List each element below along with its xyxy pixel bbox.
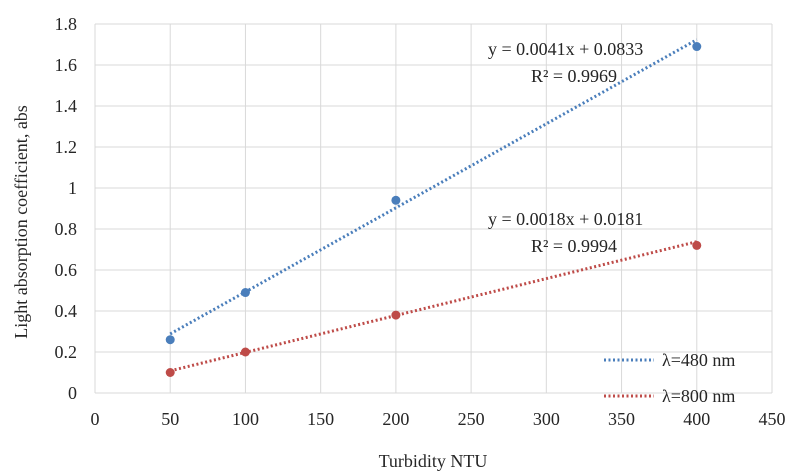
data-point-800 bbox=[240, 347, 250, 357]
x-tick-label: 200 bbox=[382, 409, 409, 429]
y-tick-label: 0.6 bbox=[55, 260, 78, 280]
data-point-800 bbox=[165, 368, 175, 377]
legend: λ=480 nm λ=800 nm bbox=[604, 350, 735, 406]
y-tick-label: 1 bbox=[68, 178, 77, 198]
data-point-800 bbox=[692, 240, 702, 250]
x-tick-label: 350 bbox=[608, 409, 635, 429]
x-tick-label: 100 bbox=[232, 409, 259, 429]
series-480-equation: y = 0.0041x + 0.0833 bbox=[488, 39, 643, 59]
x-tick-label: 300 bbox=[533, 409, 560, 429]
trendline-480 bbox=[169, 38, 698, 336]
y-tick-label: 1.4 bbox=[55, 96, 78, 116]
y-tick-label: 1.2 bbox=[55, 137, 78, 157]
legend-label-800: λ=800 nm bbox=[662, 386, 735, 406]
legend-label-480: λ=480 nm bbox=[662, 350, 735, 370]
x-tick-label: 50 bbox=[161, 409, 179, 429]
y-tick-label: 1.8 bbox=[55, 14, 78, 34]
y-tick-label: 1.6 bbox=[55, 55, 78, 75]
legend-item-800: λ=800 nm bbox=[604, 386, 735, 406]
data-point-800 bbox=[391, 310, 401, 320]
x-tick-labels: 0 50 100 150 200 250 300 350 400 450 bbox=[91, 409, 786, 429]
data-point-480 bbox=[165, 335, 175, 345]
series-480-r2: R² = 0.9969 bbox=[531, 66, 617, 86]
x-tick-label: 450 bbox=[759, 409, 786, 429]
data-points bbox=[165, 42, 702, 377]
x-tick-label: 250 bbox=[458, 409, 485, 429]
y-tick-label: 0 bbox=[68, 383, 77, 403]
x-tick-label: 400 bbox=[683, 409, 710, 429]
x-tick-label: 0 bbox=[91, 409, 100, 429]
data-point-480 bbox=[240, 288, 250, 298]
legend-item-480: λ=480 nm bbox=[604, 350, 735, 370]
data-point-480 bbox=[692, 42, 702, 52]
trendline-equations: y = 0.0041x + 0.0833 R² = 0.9969 y = 0.0… bbox=[488, 39, 643, 256]
gridlines bbox=[94, 23, 773, 394]
data-point-480 bbox=[391, 195, 401, 205]
series-800-equation: y = 0.0018x + 0.0181 bbox=[488, 209, 643, 229]
x-axis-title: Turbidity NTU bbox=[379, 451, 488, 471]
trendline-800 bbox=[169, 240, 698, 373]
y-tick-label: 0.8 bbox=[55, 219, 78, 239]
trendlines bbox=[169, 38, 698, 373]
y-tick-label: 0.2 bbox=[55, 342, 78, 362]
series-800-r2: R² = 0.9994 bbox=[531, 236, 617, 256]
y-tick-label: 0.4 bbox=[55, 301, 78, 321]
y-tick-labels: 0 0.2 0.4 0.6 0.8 1 1.2 1.4 1.6 1.8 bbox=[55, 14, 78, 403]
y-axis-title: Light absorption coefficient, abs bbox=[11, 105, 31, 339]
x-tick-label: 150 bbox=[307, 409, 334, 429]
